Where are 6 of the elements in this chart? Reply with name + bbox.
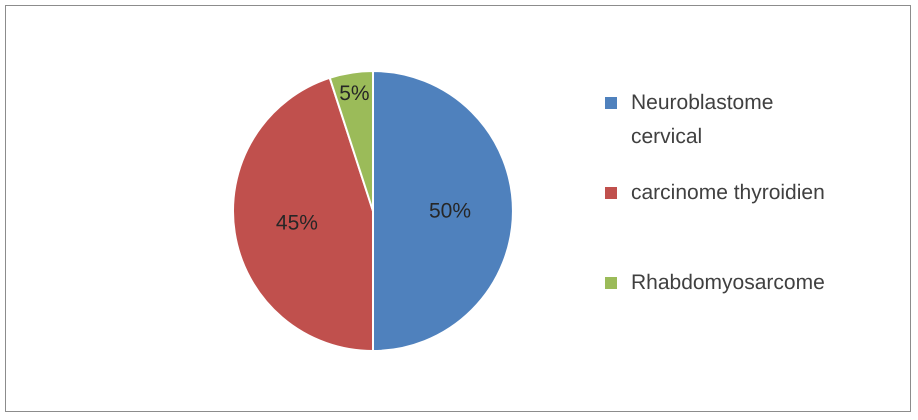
data-label: 5% (339, 82, 370, 105)
legend-label: Neuroblastome cervical (631, 90, 774, 150)
data-label: 45% (276, 212, 318, 235)
legend-label: Rhabdomyosarcome (631, 270, 826, 296)
legend-label: carcinome thyroidien (631, 180, 826, 206)
data-label: 50% (428, 200, 472, 222)
